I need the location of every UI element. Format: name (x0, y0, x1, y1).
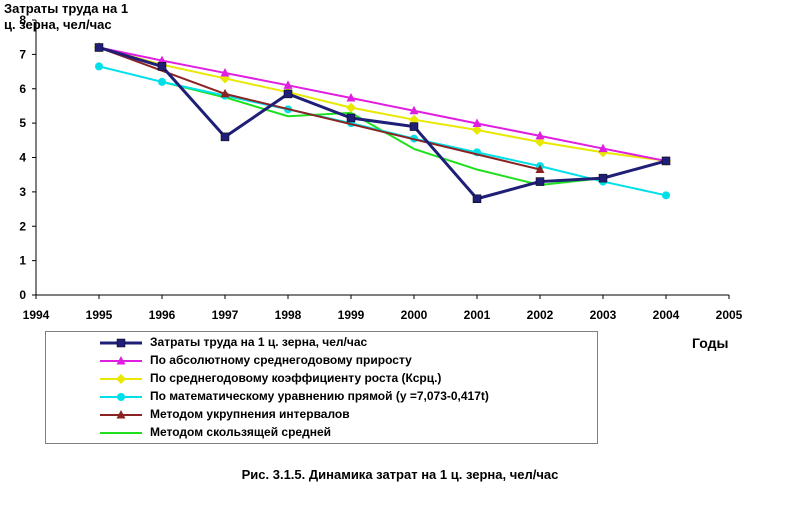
data-point (157, 62, 167, 71)
legend-swatch (100, 432, 142, 434)
data-point (157, 55, 167, 65)
legend-item-1: Затраты труда на 1 ц. зерна, чел/час (46, 334, 596, 352)
data-point (662, 191, 670, 200)
y-tick-label: 0 (19, 288, 26, 302)
data-point (598, 143, 608, 153)
data-point (220, 132, 230, 142)
x-tick-label: 2002 (527, 308, 554, 322)
chart-series (94, 42, 671, 203)
data-point (94, 43, 104, 52)
legend-swatch-marker (116, 374, 126, 384)
y-tick-label: 3 (19, 185, 26, 199)
y-tick-label: 2 (19, 219, 26, 233)
legend-swatch (100, 393, 142, 401)
legend-label: Методом укрупнения интервалов (150, 407, 350, 421)
x-tick-label: 2004 (653, 308, 680, 322)
x-tick-label: 1997 (212, 308, 239, 322)
data-point (346, 93, 356, 102)
x-axis-ticks: 1994 1995 1996 1997 1998 1999 2000 2001 2002 2003… (23, 295, 743, 322)
legend-label: По среднегодовому коэффициенту роста (Кс… (150, 371, 442, 385)
series-1 (94, 43, 671, 203)
data-point (661, 156, 671, 166)
data-point (472, 194, 482, 203)
x-axis-title: Годы (692, 335, 729, 351)
data-point (535, 164, 545, 174)
x-tick-label: 1995 (86, 308, 113, 322)
x-tick-label: 1998 (275, 308, 302, 322)
data-point (346, 113, 356, 123)
legend-swatch-marker (116, 338, 126, 348)
series-line (98, 46, 667, 162)
series-line (98, 46, 667, 201)
legend-swatch (100, 338, 142, 348)
y-axis-title-line2: ц. зерна, чел/час (4, 17, 112, 32)
legend-label: По математическому уравнению прямой (y =… (150, 389, 489, 403)
legend-swatch-marker (116, 356, 126, 365)
legend-label: Затраты труда на 1 ц. зерна, чел/час (150, 335, 368, 349)
data-point (535, 177, 545, 186)
x-tick-label: 1994 (23, 308, 50, 322)
y-tick-label: 6 (19, 82, 26, 96)
data-point (409, 122, 419, 131)
legend-swatch-marker (117, 393, 125, 401)
legend-swatch (100, 356, 142, 365)
figure-caption: Рис. 3.1.5. Динамика затрат на 1 ц. зерн… (241, 467, 559, 482)
legend-item-4: По математическому уравнению прямой (y =… (46, 388, 596, 406)
y-tick-label: 1 (19, 254, 26, 268)
legend-swatch (100, 410, 142, 419)
data-point (472, 125, 482, 135)
y-axis-title: Затраты труда на 1 ц. зерна, чел/час (4, 1, 128, 33)
y-tick-label: 8 (19, 13, 26, 27)
legend-item-5: Методом укрупнения интервалов (46, 406, 596, 424)
legend-item-6: Методом скользящей средней (46, 424, 596, 442)
data-point (535, 137, 545, 148)
y-tick-label: 4 (19, 151, 26, 165)
legend-swatch-marker (116, 410, 126, 419)
x-tick-label: 2000 (401, 308, 428, 322)
y-tick-label: 5 (19, 116, 26, 130)
data-point (95, 62, 103, 71)
y-axis-title-line1: Затраты труда на 1 (4, 1, 129, 16)
x-tick-label: 2003 (590, 308, 617, 322)
x-tick-label: 1999 (338, 308, 365, 322)
x-tick-label: 1996 (149, 308, 176, 322)
legend-swatch (100, 374, 142, 384)
y-axis-ticks: 0 1 2 3 4 5 6 7 8 (19, 13, 36, 302)
y-tick-label: 7 (19, 47, 26, 61)
data-point (158, 77, 166, 86)
legend-label: По абсолютному среднегодовому приросту (150, 353, 412, 367)
data-point (472, 118, 482, 127)
x-tick-label: 2001 (464, 308, 491, 322)
legend-item-3: По среднегодовому коэффициенту роста (Кс… (46, 370, 596, 388)
data-point (283, 80, 293, 89)
legend-label: Методом скользящей средней (150, 425, 332, 439)
data-point (220, 67, 230, 77)
x-tick-label: 2005 (716, 308, 743, 322)
series-line (98, 46, 667, 162)
data-point (598, 173, 608, 183)
data-point (409, 105, 419, 115)
data-point (283, 89, 293, 99)
chart-legend: Затраты труда на 1 ц. зерна, чел/час По а… (45, 331, 598, 444)
legend-item-2: По абсолютному среднегодовому приросту (46, 352, 596, 370)
data-point (409, 114, 419, 125)
data-point (220, 88, 230, 98)
data-point (535, 130, 545, 140)
data-point (346, 102, 356, 113)
series-2 (94, 42, 671, 165)
